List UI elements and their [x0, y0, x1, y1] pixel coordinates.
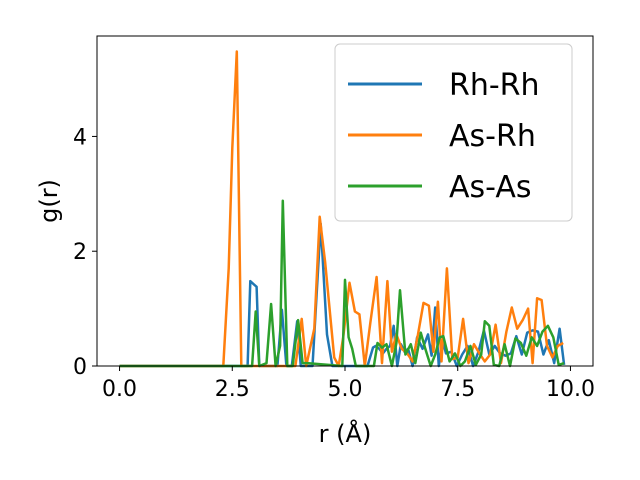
y-tick-label: 0 [73, 355, 87, 380]
legend-box [334, 43, 573, 222]
y-axis-label: g(r) [35, 179, 63, 223]
y-axis-ticks: 0 2 4 [73, 125, 97, 380]
x-tick-label: 2.5 [215, 377, 250, 402]
x-tick-label: 7.5 [440, 377, 475, 402]
legend: Rh-Rh As-Rh As-As [334, 43, 573, 222]
x-tick-label: 10.0 [546, 377, 595, 402]
legend-label-as-rh: As-Rh [449, 119, 536, 154]
y-tick-label: 2 [73, 240, 87, 265]
legend-label-rh-rh: Rh-Rh [449, 68, 540, 103]
x-axis-label: r (Å) [319, 419, 372, 448]
legend-entries: Rh-Rh As-Rh As-As [348, 68, 540, 205]
x-axis-ticks: 0.0 2.5 5.0 7.5 10.0 [102, 366, 595, 402]
x-tick-label: 5.0 [328, 377, 363, 402]
legend-label-as-as: As-As [449, 170, 531, 205]
y-tick-label: 4 [73, 125, 87, 150]
x-tick-label: 0.0 [102, 377, 137, 402]
series-line-as-rh [119, 50, 564, 368]
